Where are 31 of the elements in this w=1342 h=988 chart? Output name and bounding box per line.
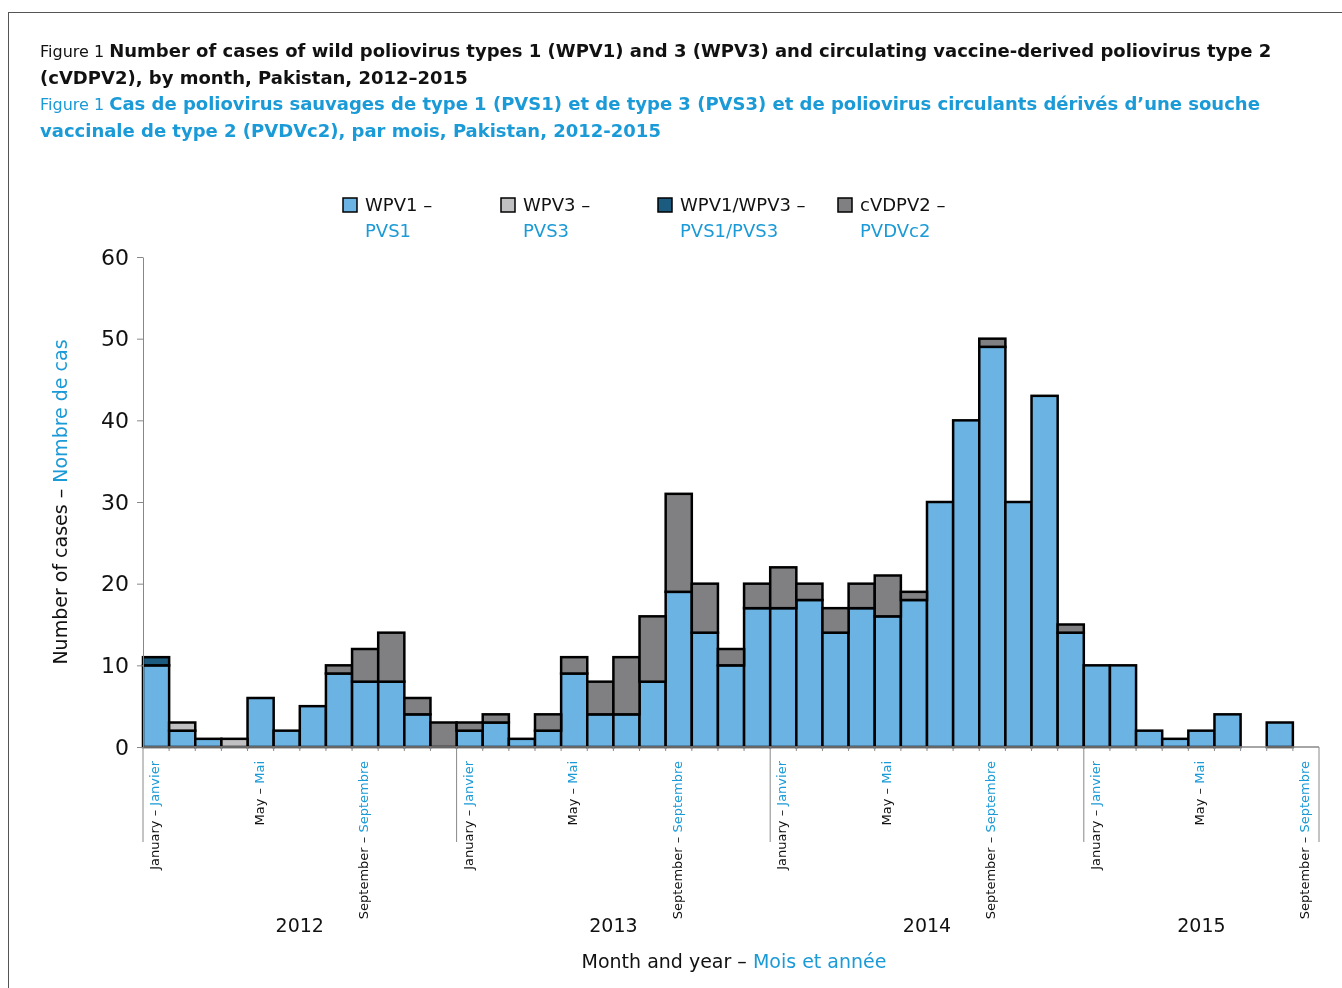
x-tick-label: May – Mai [565, 761, 581, 826]
x-tick-label: May – Mai [878, 761, 894, 826]
y-tick-label: 20 [101, 571, 129, 597]
text: 2012 [275, 914, 324, 936]
legend-label: WPV1 – PVS1 [365, 194, 433, 241]
x-tick-label: September – Septembre [356, 761, 372, 920]
x-tick-label: January – Janvier [774, 760, 790, 871]
x-tick-label: September – Septembre [1296, 761, 1312, 920]
y-tick-label: 0 [115, 734, 129, 760]
x-tick-label: January – Janvier [147, 760, 162, 871]
legend-label: WPV1/WPV3 – PVS1/PVS3 [680, 194, 806, 241]
y-axis-title: Number of cases – Nombre de cas [49, 339, 71, 665]
x-tick-label: May – Mai [1192, 761, 1208, 826]
chart-title: Figure 1 Number of cases of wild poliovirus types 1 (WPV1) and 3 (WPV3) and circulating vaccine-derived poliovirus type 2 (cVDPV2), by month, Pakistan, 2012–2015 [40, 40, 1272, 88]
text: 2015 [1177, 914, 1226, 936]
text: 2014 [902, 914, 952, 936]
x-tick-label: May – Mai [251, 761, 267, 826]
x-axis-title: Month and year – Mois et année [581, 950, 887, 972]
y-tick-label: 30 [101, 489, 129, 515]
x-tick-label: September – Septembre [983, 761, 999, 920]
y-tick-label: 40 [101, 407, 129, 433]
text: 2013 [589, 914, 638, 936]
x-tick-label: January – Janvier [1087, 760, 1103, 871]
legend-label: cVDPV2 – PVDVc2 [860, 194, 946, 241]
y-tick-label: 50 [101, 326, 129, 352]
x-tick-label: January – Janvier [460, 760, 476, 871]
x-tick-label: September – Septembre [669, 761, 685, 920]
legend-label: WPV3 – PVS3 [523, 194, 591, 241]
y-tick-label: 10 [101, 652, 129, 678]
chart-subtitle: Figure 1 Cas de poliovirus sauvages de type 1 (PVS1) et de type 3 (PVS3) et de poliovirus circulants dérivés d’une souche vaccinale de type 2 (PVDVc2), par mois, Pakistan, 2012-2015 [40, 93, 1260, 141]
y-tick-label: 60 [101, 244, 129, 270]
